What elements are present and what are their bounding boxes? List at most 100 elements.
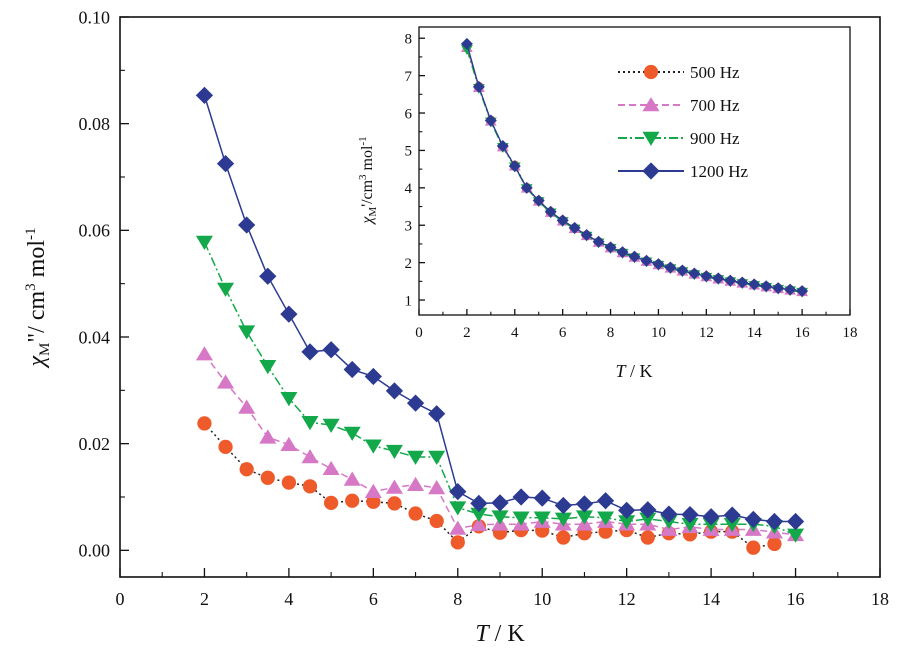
inset-x-tick-label: 4 xyxy=(511,325,519,341)
inset-data-point xyxy=(508,160,521,173)
inset-data-point xyxy=(580,228,593,241)
main-data-point xyxy=(512,488,530,506)
main-data-point xyxy=(301,449,319,464)
main-ticks: 0 2 4 6 8 10 12 14 16 180.000.020.040.060.080.10 xyxy=(79,7,890,609)
main-data-point xyxy=(533,489,551,507)
main-data-point xyxy=(787,528,805,543)
inset-data-point xyxy=(460,45,473,55)
main-data-point xyxy=(364,439,382,454)
inset-data-point xyxy=(664,261,677,274)
main-data-point xyxy=(259,267,277,285)
inset-y-tick-label: 2 xyxy=(405,256,413,272)
legend-label: 700 Hz xyxy=(690,96,740,115)
inset-data-point xyxy=(484,114,497,127)
inset-data-point xyxy=(592,235,605,248)
main-data-point xyxy=(575,510,593,525)
main-data-point xyxy=(618,501,636,519)
svg-text:χM"/ cm3 mol-1: χM"/ cm3 mol-1 xyxy=(23,227,53,368)
inset-y-tick-label: 4 xyxy=(405,181,413,197)
inset-ylabel-exp: 3 xyxy=(357,174,369,180)
inset-data-point xyxy=(640,254,653,267)
main-data-point xyxy=(195,86,214,105)
main-data-point xyxy=(640,530,655,545)
main-data-point xyxy=(259,360,277,375)
main-x-tick-label: 12 xyxy=(618,589,636,609)
main-data-point xyxy=(744,510,762,529)
main-data-point xyxy=(491,510,509,525)
inset-data-point xyxy=(472,80,485,93)
main-data-point xyxy=(746,540,761,555)
inset-series-1200-hz xyxy=(460,37,809,298)
inset-data-point xyxy=(748,278,761,291)
main-data-point xyxy=(364,483,382,498)
inset-x-tick-label: 6 xyxy=(559,325,567,341)
main-data-point xyxy=(512,511,530,526)
inset-data-point xyxy=(496,139,509,152)
main-data-point xyxy=(280,305,298,323)
main-data-point xyxy=(429,513,444,529)
inset-ylabel-unit: mol xyxy=(359,145,376,174)
main-data-point xyxy=(449,520,467,535)
inset-data-point xyxy=(676,264,689,277)
main-data-point xyxy=(639,512,657,527)
main-ylabel-chi: χ xyxy=(24,355,50,369)
main-data-point xyxy=(449,483,467,501)
main-data-point xyxy=(450,535,465,550)
main-series-line xyxy=(203,241,796,536)
legend-item: 900 Hz xyxy=(618,129,740,148)
legend-item: 700 Hz xyxy=(618,96,740,115)
inset-x-tick-label: 14 xyxy=(747,325,763,341)
main-data-point xyxy=(449,501,467,516)
main-data-point xyxy=(302,479,318,494)
main-data-point xyxy=(681,517,699,533)
inset-ylabel-rest: '/cm xyxy=(359,179,376,206)
inset-y-tick-label: 8 xyxy=(405,31,413,47)
main-y-tick-label: 0.10 xyxy=(79,7,111,27)
main-data-point xyxy=(217,374,235,389)
main-x-tick-label: 14 xyxy=(702,589,720,609)
main-data-point xyxy=(767,536,782,552)
main-data-point xyxy=(323,495,339,510)
main-data-point xyxy=(343,426,361,441)
main-data-point xyxy=(639,501,657,519)
inset-data-point xyxy=(628,250,641,263)
main-data-point xyxy=(322,418,340,433)
inset-y-axis-label: χM'/cm3 mol-1 xyxy=(357,136,379,225)
main-data-point xyxy=(259,429,277,444)
inset-data-point xyxy=(652,258,665,271)
main-data-point xyxy=(366,494,381,509)
inset-ylabel-sub: M xyxy=(367,207,379,217)
inset-ylabel-unit-exp: -1 xyxy=(357,136,369,145)
main-data-point xyxy=(408,506,423,521)
main-data-point xyxy=(723,517,741,533)
legend: 500 Hz 700 Hz 900 Hz 1200 Hz xyxy=(618,63,749,181)
main-data-point xyxy=(238,325,256,340)
inset-data-point xyxy=(736,276,749,289)
main-y-tick-label: 0.06 xyxy=(79,221,111,241)
main-ylabel-rest: "/ cm xyxy=(24,291,50,343)
main-data-point xyxy=(343,471,361,486)
main-ylabel-unit: mol xyxy=(24,240,50,284)
inset-y-tick-label: 1 xyxy=(405,293,413,309)
main-data-point xyxy=(723,506,741,524)
legend-label: 1200 Hz xyxy=(690,162,749,181)
main-y-axis-label: χM"/ cm3 mol-1 xyxy=(23,227,53,368)
main-data-point xyxy=(239,462,254,477)
main-series-line xyxy=(203,422,775,549)
main-data-point xyxy=(407,476,425,492)
main-data-point xyxy=(681,505,699,524)
inset-xlabel-var: T xyxy=(615,361,627,381)
main-data-point xyxy=(216,155,235,173)
main-data-point xyxy=(554,512,572,527)
inset-data-point xyxy=(544,205,557,218)
inset-data-point xyxy=(568,221,581,234)
main-data-point xyxy=(428,450,446,465)
inset-xlabel-unit: / K xyxy=(626,361,653,381)
inset-y-tick-label: 3 xyxy=(405,218,413,234)
legend-marker xyxy=(642,131,660,146)
main-data-point xyxy=(428,480,446,495)
main-data-point xyxy=(364,367,382,386)
